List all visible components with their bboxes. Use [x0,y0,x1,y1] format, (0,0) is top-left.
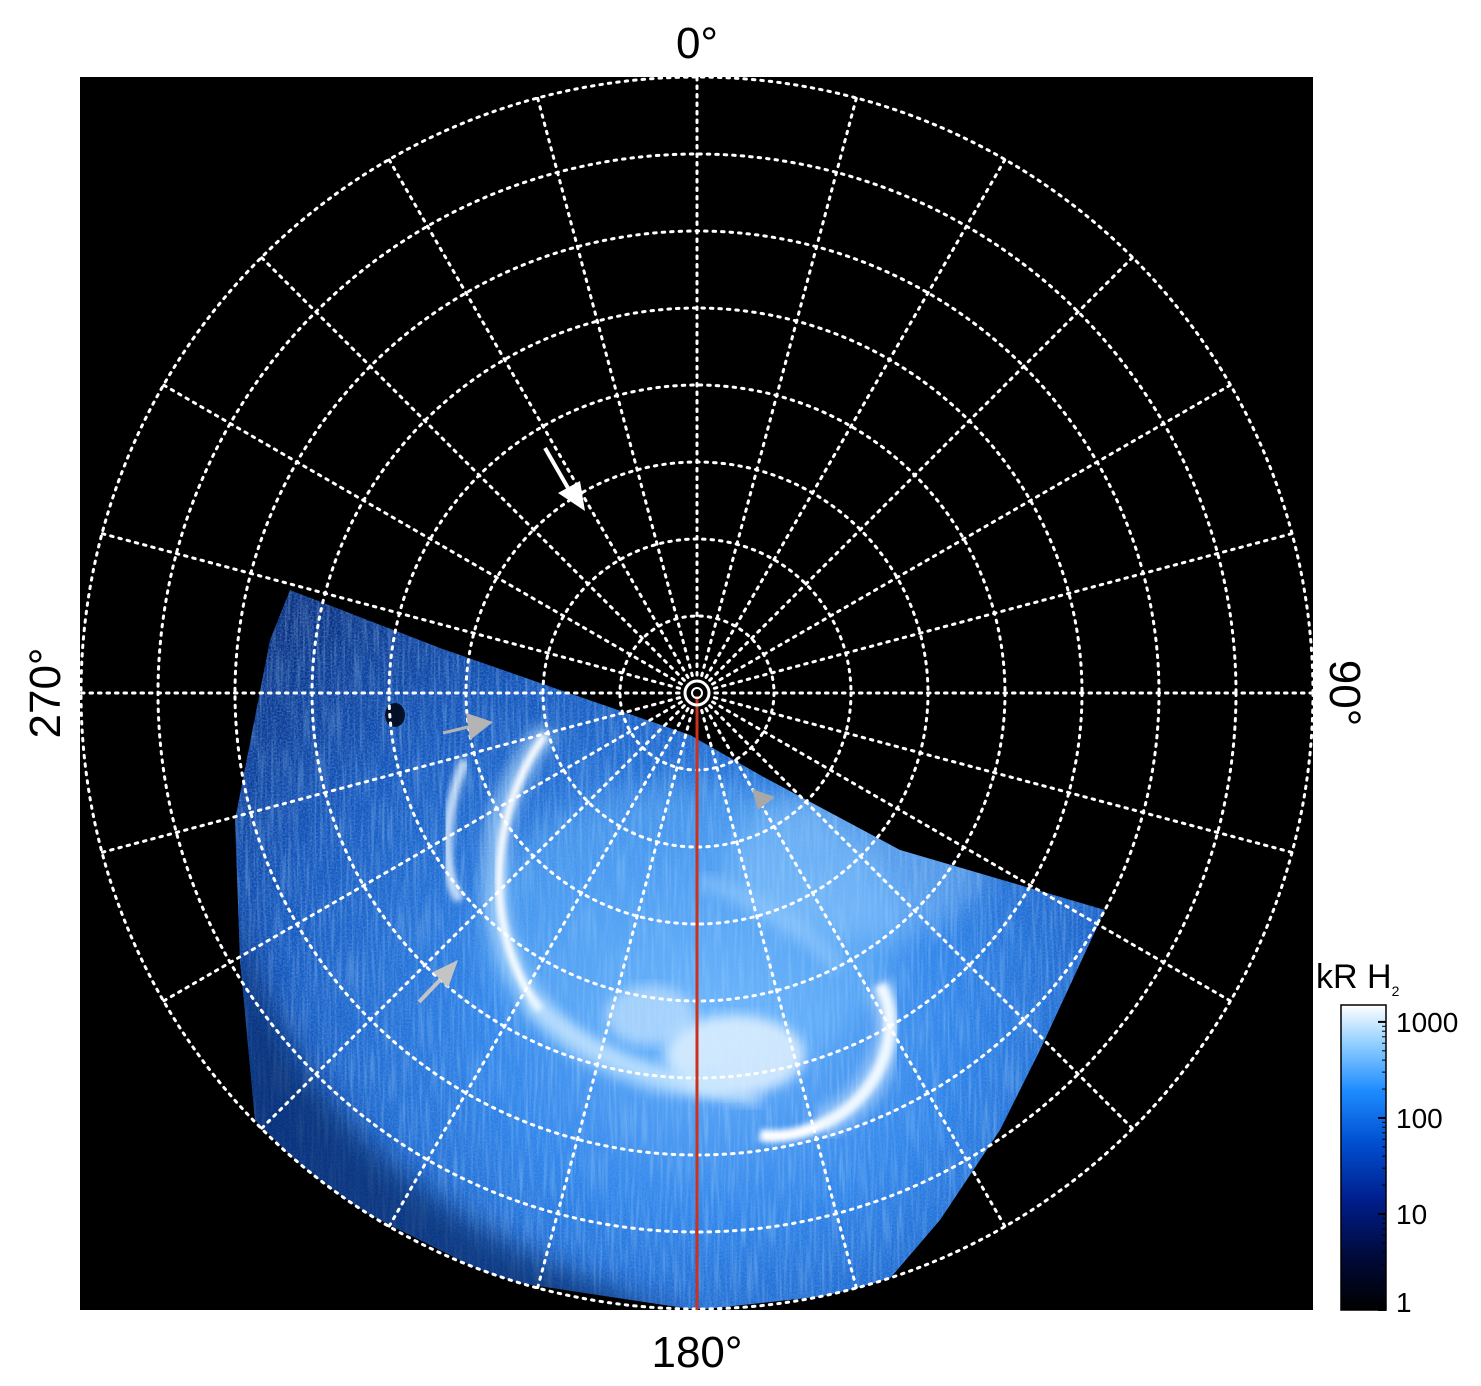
grid-meridian [711,383,1232,686]
label-west: 270° [21,647,70,738]
arrow-grey-icon [417,960,458,1004]
colorbar-ticks: 1000 100 10 1 [1378,1007,1458,1318]
grid-meridian [700,708,858,1290]
colorbar: kR H2 1000 100 10 1 [1316,958,1458,1318]
grid-meridian [712,696,1294,854]
grid-meridian [704,707,1007,1228]
pole-marker-icon [683,679,711,707]
grid-meridian [708,255,1135,682]
grid-meridian [387,707,690,1228]
grid-meridian [162,383,683,686]
colorbar-tick-label: 1000 [1396,1007,1458,1038]
label-north: 0° [676,19,718,68]
grid-meridian [700,96,858,678]
grid-meridian [536,708,694,1290]
grid-meridian [259,704,686,1131]
grid-meridian [259,255,686,682]
grid-meridian [387,158,690,679]
grid-meridian [100,532,682,690]
colorbar-gradient [1340,1004,1387,1311]
colorbar-title: kR H2 [1316,958,1400,999]
grid-meridian [162,700,683,1003]
grid-meridian [711,700,1232,1003]
grid-meridian [708,704,1135,1131]
label-south: 180° [651,1328,742,1377]
arrow-grey-icon [752,789,775,810]
colorbar-tick-label: 1 [1396,1287,1412,1318]
label-east: 90° [1320,660,1369,727]
grid-meridian [704,158,1007,679]
grid-meridian [100,696,682,854]
colorbar-tick-label: 10 [1396,1199,1427,1230]
grid-meridian [712,532,1294,690]
arrow-white-icon [543,447,585,511]
arrow-grey-icon [442,713,493,740]
grid-meridian [536,96,694,678]
colorbar-tick-label: 100 [1396,1103,1443,1134]
